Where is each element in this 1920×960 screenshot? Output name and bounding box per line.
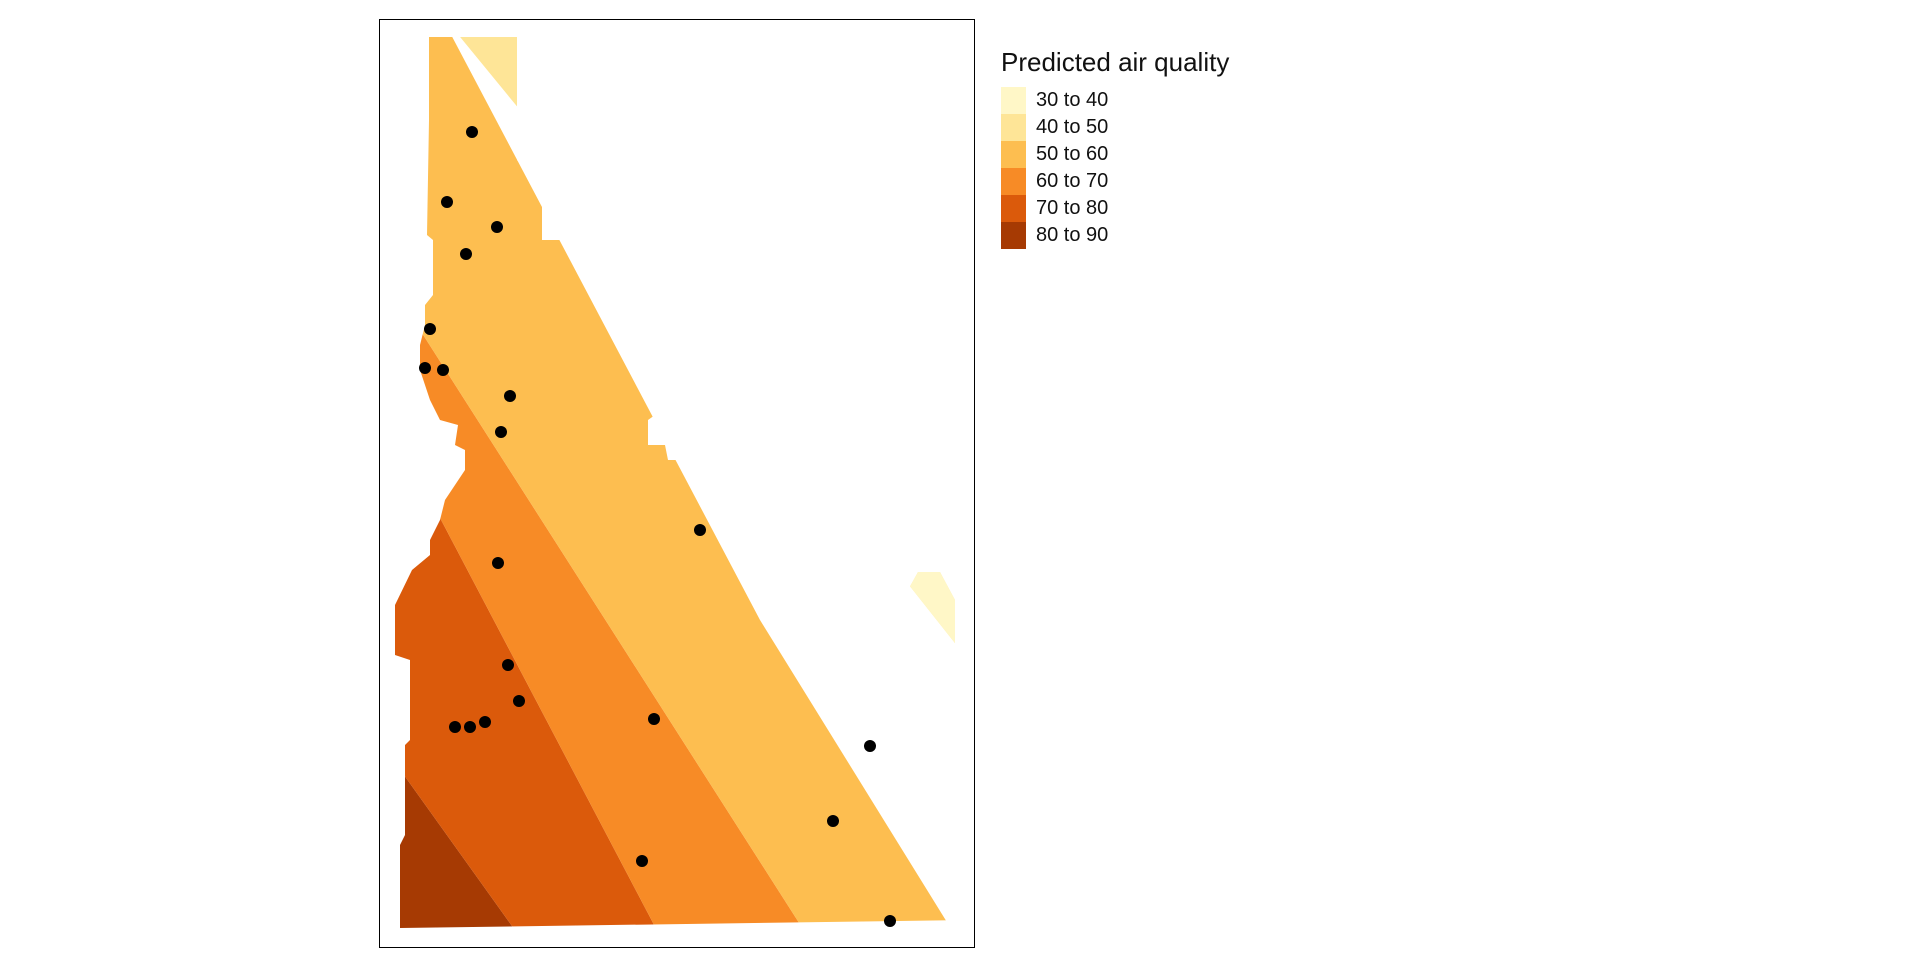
site-marker [492,557,504,569]
site-marker [827,815,839,827]
legend-label: 80 to 90 [1036,224,1109,246]
site-marker [464,721,476,733]
prediction-bands [395,37,968,928]
legend-swatch [1001,195,1026,222]
site-marker [479,716,491,728]
site-marker [460,248,472,260]
legend: Predicted air quality 30 to 40 40 to 50 50… [1001,47,1301,249]
legend-label: 60 to 70 [1036,170,1109,192]
monitoring-sites [419,126,896,927]
legend-swatch [1001,87,1026,114]
legend-entry: 80 to 90 [1001,222,1301,249]
site-marker [513,695,525,707]
legend-title: Predicted air quality [1001,47,1230,77]
site-marker [884,915,896,927]
site-marker [504,390,516,402]
site-marker [449,721,461,733]
site-marker [636,855,648,867]
site-marker [419,362,431,374]
legend-swatch [1001,222,1026,249]
legend-entries: 30 to 40 40 to 50 50 to 60 60 to 70 70 to 80… [1001,87,1301,249]
site-marker [437,364,449,376]
site-marker [495,426,507,438]
site-marker [424,323,436,335]
site-marker [502,659,514,671]
legend-entry: 40 to 50 [1001,114,1301,141]
legend-label: 30 to 40 [1036,89,1109,111]
legend-swatch [1001,141,1026,168]
legend-entry: 60 to 70 [1001,168,1301,195]
legend-label: 50 to 60 [1036,143,1109,165]
band-70-80 [395,37,662,928]
site-marker [491,221,503,233]
legend-label: 70 to 80 [1036,197,1109,219]
site-marker [466,126,478,138]
legend-swatch [1001,168,1026,195]
site-marker [864,740,876,752]
band-60-70 [395,37,810,928]
site-marker [694,524,706,536]
legend-label: 40 to 50 [1036,116,1109,138]
site-marker [441,196,453,208]
legend-entry: 30 to 40 [1001,87,1301,114]
band-50-60 [395,37,958,928]
legend-entry: 70 to 80 [1001,195,1301,222]
legend-swatch [1001,114,1026,141]
legend-entry: 50 to 60 [1001,141,1301,168]
site-marker [648,713,660,725]
